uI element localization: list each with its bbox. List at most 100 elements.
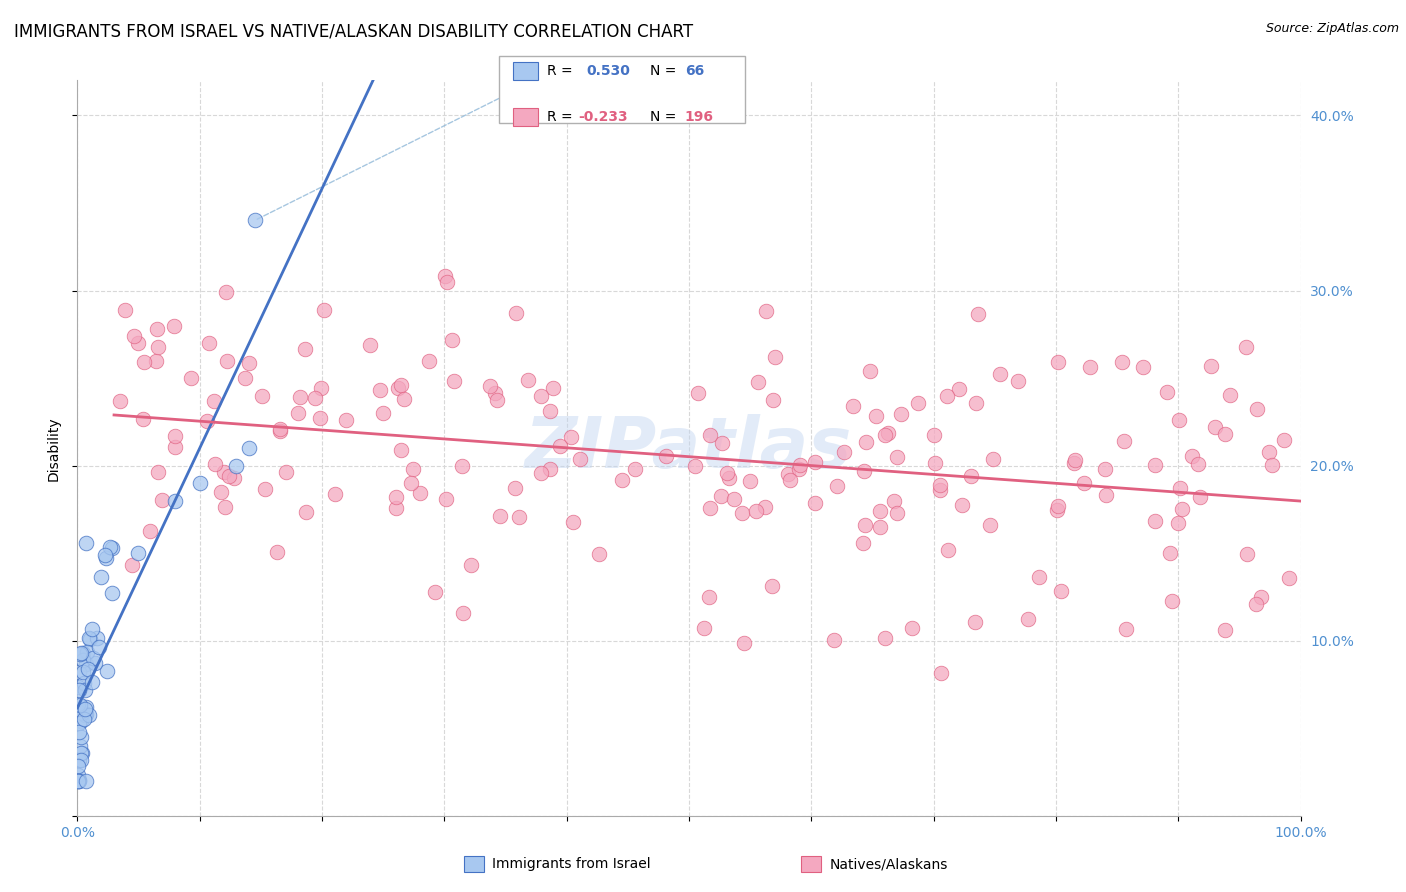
Point bbox=[75, 536, 97, 550]
Point bbox=[67, 774, 90, 789]
Point bbox=[1244, 597, 1267, 611]
Point bbox=[86, 631, 108, 645]
Point bbox=[1073, 476, 1095, 491]
Point bbox=[67, 716, 90, 731]
Point bbox=[72, 665, 94, 679]
Point bbox=[75, 706, 97, 721]
Point bbox=[508, 509, 530, 524]
Point bbox=[163, 318, 186, 333]
Point bbox=[988, 367, 1011, 381]
Point bbox=[368, 384, 391, 398]
Point bbox=[108, 394, 131, 409]
Point bbox=[399, 476, 422, 491]
Point bbox=[67, 725, 90, 739]
Text: Natives/Alaskans: Natives/Alaskans bbox=[830, 857, 948, 871]
Point bbox=[127, 546, 149, 560]
Point bbox=[76, 699, 98, 714]
Point bbox=[541, 381, 564, 395]
Point bbox=[517, 373, 540, 387]
Point bbox=[610, 473, 633, 487]
Point bbox=[73, 712, 96, 726]
Point bbox=[1144, 458, 1167, 472]
Point bbox=[90, 570, 112, 584]
Point bbox=[287, 406, 309, 420]
Point bbox=[693, 621, 716, 635]
Point bbox=[224, 471, 246, 485]
Point bbox=[688, 385, 710, 400]
Point bbox=[710, 435, 733, 450]
Point bbox=[89, 640, 111, 654]
Point bbox=[852, 536, 875, 550]
Point bbox=[886, 450, 908, 464]
Point bbox=[70, 706, 93, 720]
Point bbox=[67, 702, 90, 716]
Point bbox=[1188, 490, 1211, 504]
Point bbox=[418, 353, 440, 368]
Point bbox=[122, 328, 145, 343]
Text: ZIPatlas: ZIPatlas bbox=[526, 414, 852, 483]
Point bbox=[965, 396, 987, 410]
Point bbox=[876, 426, 898, 441]
Point bbox=[929, 665, 952, 680]
Point bbox=[214, 500, 236, 515]
Point bbox=[1007, 374, 1029, 388]
Point bbox=[624, 461, 647, 475]
Point bbox=[1167, 516, 1189, 530]
Point bbox=[77, 662, 100, 676]
Point bbox=[359, 338, 381, 352]
Point bbox=[387, 381, 409, 395]
Point bbox=[69, 647, 91, 661]
Point bbox=[699, 500, 721, 515]
Point bbox=[202, 393, 225, 408]
Point bbox=[75, 702, 97, 716]
Text: 0.530: 0.530 bbox=[586, 64, 630, 78]
Point bbox=[114, 303, 136, 318]
Point bbox=[121, 558, 143, 572]
Point bbox=[188, 476, 211, 491]
Point bbox=[1161, 594, 1184, 608]
Point bbox=[204, 457, 226, 471]
Point bbox=[165, 429, 187, 443]
Point bbox=[69, 739, 91, 753]
Point bbox=[1063, 457, 1085, 471]
Point bbox=[1132, 359, 1154, 374]
Point bbox=[1064, 453, 1087, 467]
Point bbox=[309, 381, 332, 395]
Point bbox=[503, 481, 526, 495]
Point bbox=[67, 774, 90, 789]
Point bbox=[1017, 612, 1039, 626]
Point bbox=[443, 374, 465, 388]
Point bbox=[127, 336, 149, 351]
Point bbox=[747, 375, 769, 389]
Point bbox=[723, 491, 745, 506]
Point bbox=[486, 393, 509, 408]
Point bbox=[288, 390, 311, 404]
Point bbox=[1143, 515, 1166, 529]
Point bbox=[832, 445, 855, 459]
Point bbox=[434, 491, 457, 506]
Point bbox=[716, 466, 738, 480]
Point bbox=[853, 517, 876, 532]
Point bbox=[853, 464, 876, 478]
Point bbox=[73, 708, 96, 723]
Point bbox=[936, 543, 959, 558]
Point bbox=[100, 541, 122, 556]
Point bbox=[928, 483, 950, 497]
Text: IMMIGRANTS FROM ISRAEL VS NATIVE/ALASKAN DISABILITY CORRELATION CHART: IMMIGRANTS FROM ISRAEL VS NATIVE/ALASKAN… bbox=[14, 22, 693, 40]
Point bbox=[1278, 571, 1301, 585]
Point bbox=[70, 714, 93, 728]
Point bbox=[385, 501, 408, 516]
Point bbox=[79, 631, 101, 645]
Point bbox=[928, 478, 950, 492]
Point bbox=[869, 504, 891, 518]
Point bbox=[479, 379, 502, 393]
Text: -0.233: -0.233 bbox=[578, 110, 627, 124]
Point bbox=[96, 550, 118, 565]
Point bbox=[304, 391, 326, 405]
Point bbox=[215, 353, 238, 368]
Point bbox=[950, 498, 973, 512]
Point bbox=[538, 404, 561, 418]
Point bbox=[827, 478, 849, 492]
Text: 66: 66 bbox=[685, 64, 704, 78]
Point bbox=[145, 322, 167, 336]
